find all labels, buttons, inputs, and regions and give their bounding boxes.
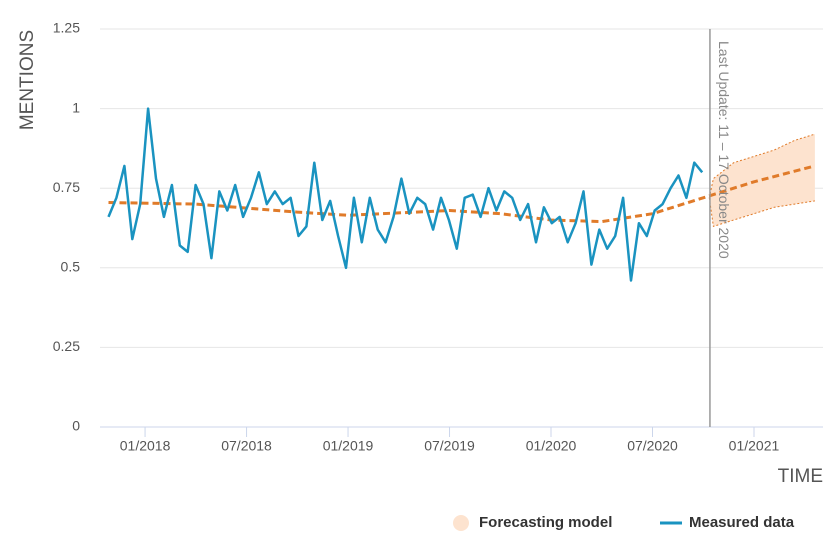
measured-line — [107, 107, 704, 282]
y-tick-label: 0.75 — [53, 179, 80, 195]
last-update-label: Last Update: 11 – 17 October 2020 — [716, 41, 732, 259]
y-axis-title: MENTIONS — [17, 30, 38, 130]
y-tick-label: 0.5 — [61, 259, 81, 275]
legend-label[interactable]: Measured data — [689, 514, 795, 531]
x-tick-label: 01/2018 — [120, 438, 171, 454]
legend: Forecasting model Measured data — [453, 514, 795, 531]
x-tick-label: 01/2021 — [729, 438, 780, 454]
x-tick-label: 01/2019 — [323, 438, 374, 454]
grid — [100, 28, 823, 428]
band-lower — [708, 197, 815, 228]
x-tick-label: 07/2019 — [424, 438, 475, 454]
legend-label[interactable]: Forecasting model — [479, 514, 612, 531]
legend-symbol — [453, 515, 469, 531]
forecast-line — [108, 164, 816, 224]
x-tick-label: 07/2020 — [627, 438, 678, 454]
x-tick-label: 07/2018 — [221, 438, 272, 454]
y-tick-label: 1 — [72, 99, 80, 115]
y-tick-label: 0 — [72, 418, 80, 434]
x-axis-title: TIME — [778, 466, 823, 487]
y-tick-label: 1.25 — [53, 20, 80, 36]
y-tick-label: 0.25 — [53, 338, 80, 354]
x-tick-label: 01/2020 — [526, 438, 577, 454]
